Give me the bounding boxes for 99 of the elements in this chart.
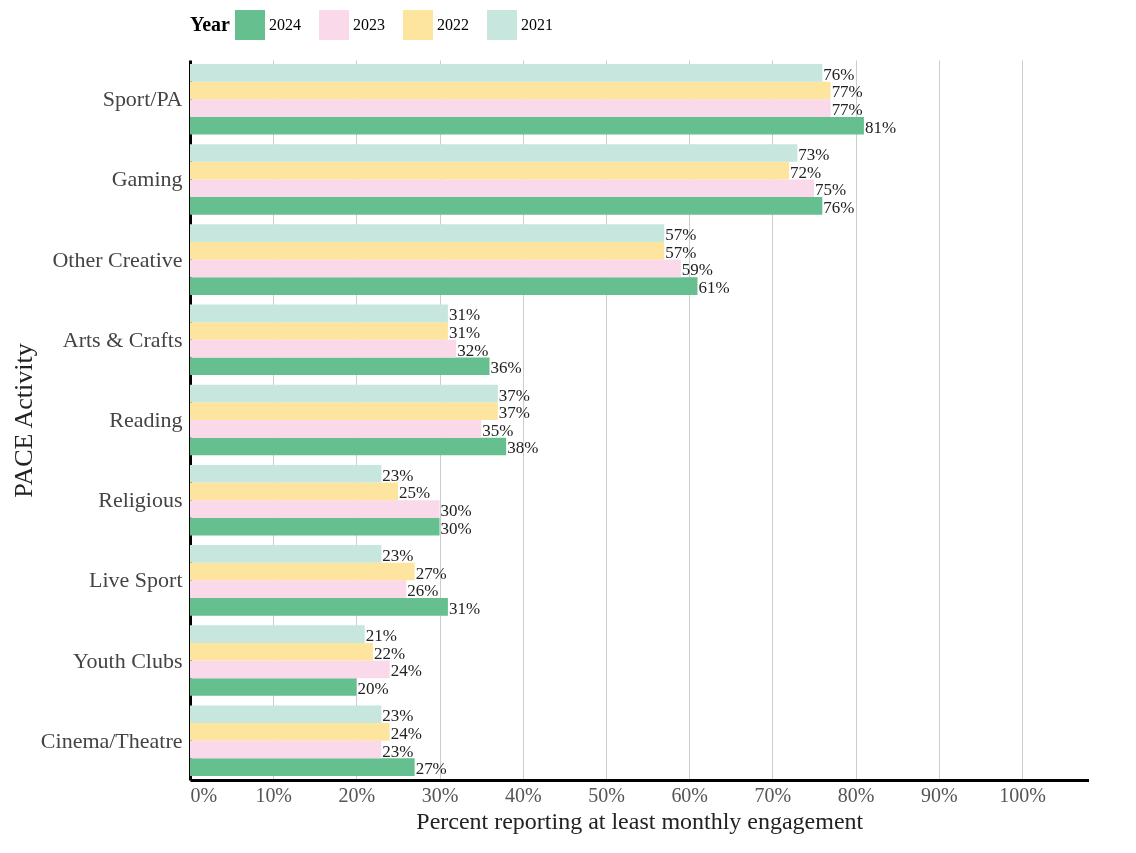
- x-tick-label: 90%: [920, 784, 958, 807]
- data-label: 32%: [457, 340, 489, 360]
- x-tick-label: 60%: [671, 784, 709, 807]
- x-tick-label: 100%: [999, 784, 1046, 807]
- x-axis-title: Percent reporting at least monthly engagement: [416, 808, 864, 835]
- bar: [190, 723, 390, 741]
- bar: [190, 277, 698, 295]
- data-label: 35%: [482, 420, 514, 440]
- data-label: 76%: [823, 197, 855, 217]
- data-label: 57%: [665, 225, 697, 245]
- x-tick-label: 20%: [338, 784, 376, 807]
- y-tick-label: Reading: [109, 407, 183, 432]
- bar: [190, 580, 407, 598]
- legend-label: 2023: [353, 16, 385, 33]
- bar: [190, 99, 831, 117]
- data-label: 73%: [798, 145, 830, 165]
- y-tick-label: Gaming: [111, 166, 183, 192]
- data-label: 38%: [507, 438, 539, 458]
- data-label: 77%: [831, 82, 863, 102]
- data-label: 22%: [374, 643, 406, 663]
- data-label: 21%: [365, 626, 397, 646]
- data-label: 27%: [415, 563, 447, 583]
- bar: [190, 242, 665, 260]
- bar: [190, 464, 382, 483]
- bar: [190, 562, 415, 581]
- bar: [190, 705, 382, 724]
- data-label: 31%: [448, 598, 481, 618]
- bar: [190, 625, 365, 643]
- y-tick-label: Youth Clubs: [72, 647, 183, 673]
- data-label: 23%: [382, 706, 414, 726]
- bar: [190, 179, 814, 198]
- x-tick-label: 0%: [190, 784, 218, 807]
- data-label: 31%: [448, 305, 481, 325]
- bar: [190, 500, 440, 518]
- y-tick-label: Live Sport: [89, 567, 183, 593]
- data-label: 37%: [498, 403, 530, 423]
- legend-title: Year: [190, 13, 231, 35]
- data-label: 23%: [382, 545, 414, 565]
- data-label: 31%: [448, 323, 481, 342]
- data-label: 26%: [407, 581, 439, 601]
- bar: [190, 259, 681, 278]
- bar: [190, 642, 374, 661]
- data-label: 36%: [490, 358, 522, 378]
- bar: [190, 161, 790, 180]
- data-label: 75%: [814, 180, 847, 200]
- bar: [190, 420, 482, 438]
- data-label: 59%: [681, 260, 714, 280]
- x-tick-label: 40%: [504, 784, 542, 807]
- data-label: 77%: [831, 100, 863, 120]
- data-label: 30%: [440, 518, 472, 538]
- x-tick-label: 80%: [837, 784, 875, 807]
- data-label: 24%: [390, 723, 422, 743]
- y-tick-label: Sport/PA: [102, 86, 183, 112]
- bar: [190, 545, 382, 563]
- bar: [190, 304, 448, 323]
- legend-label: 2022: [436, 16, 469, 33]
- y-tick-label: Religious: [98, 487, 183, 513]
- bar: [190, 678, 357, 696]
- bar: [190, 402, 498, 420]
- bar: [190, 437, 507, 456]
- data-label: 20%: [357, 678, 389, 698]
- bar: [190, 740, 382, 759]
- data-label: 76%: [823, 64, 855, 84]
- bar: [190, 339, 457, 358]
- data-label: 25%: [399, 483, 431, 503]
- bar: [190, 116, 864, 135]
- bar: [190, 758, 415, 776]
- bar: [190, 517, 440, 536]
- y-tick-label: Other Creative: [52, 246, 183, 272]
- y-tick-label: Cinema/Theatre: [40, 727, 183, 753]
- bar: [190, 64, 823, 82]
- data-label: 30%: [440, 501, 472, 520]
- data-label: 27%: [415, 759, 447, 779]
- data-label: 24%: [390, 661, 422, 681]
- bar: [190, 81, 831, 100]
- x-tick-label: 10%: [255, 784, 293, 807]
- bar: [190, 144, 798, 162]
- bar: [190, 224, 665, 243]
- data-label: 72%: [790, 162, 822, 182]
- legend-label: 2021: [520, 16, 553, 33]
- bar: [190, 597, 448, 616]
- data-label: 57%: [665, 242, 697, 262]
- x-tick-label: 70%: [754, 784, 792, 807]
- data-label: 81%: [864, 117, 897, 137]
- data-label: 61%: [698, 278, 730, 298]
- x-tick-label: 30%: [421, 784, 459, 807]
- y-tick-label: Arts & Crafts: [62, 326, 183, 352]
- bar: [190, 322, 448, 340]
- data-label: 37%: [498, 385, 530, 405]
- x-tick-label: 50%: [588, 784, 625, 807]
- bar: [190, 357, 490, 376]
- bar: [190, 482, 398, 501]
- data-label: 23%: [382, 465, 414, 485]
- y-axis-title: PACE Activity: [8, 343, 38, 498]
- data-label: 23%: [382, 741, 414, 761]
- legend-label: 2024: [269, 16, 301, 33]
- bar: [190, 660, 390, 679]
- bar: [190, 197, 823, 215]
- bar: [190, 384, 498, 403]
